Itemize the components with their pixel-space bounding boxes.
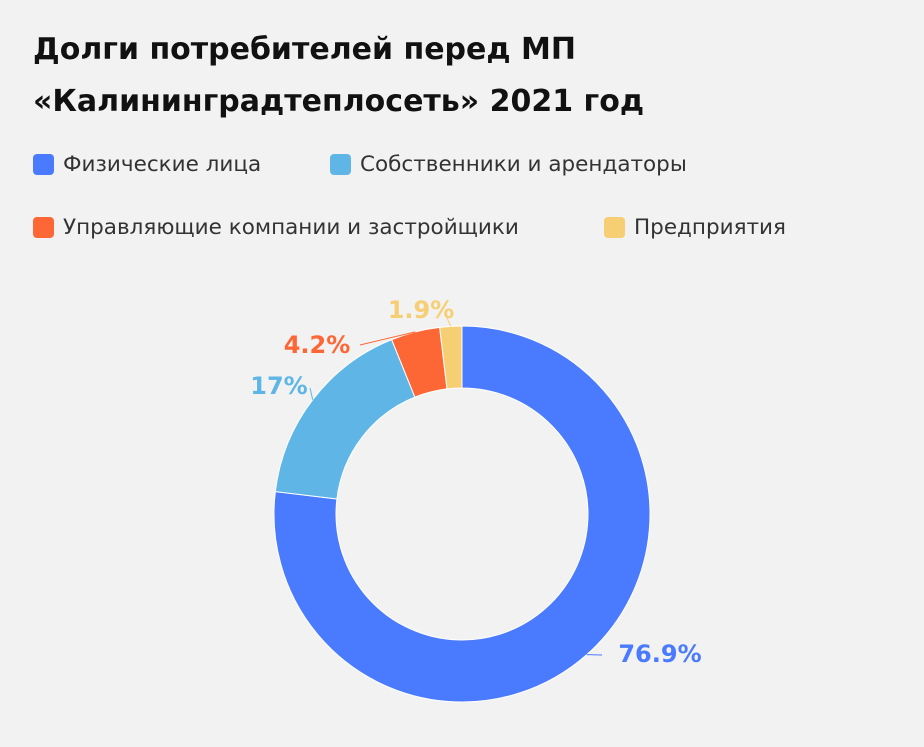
legend-label-enterprises: Предприятия (634, 214, 786, 240)
data-label-owners-tenants: 17% (250, 372, 307, 400)
legend-label-management-companies: Управляющие компании и застройщики (63, 214, 519, 240)
legend-item-owners-tenants: Собственники и арендаторы (330, 149, 687, 179)
legend-item-management-companies: Управляющие компании и застройщики (33, 212, 519, 242)
chart-title: Долги потребителей перед МП «Калининград… (33, 24, 893, 128)
legend-swatch-owners-tenants (330, 153, 351, 175)
donut-slice-individuals (273, 325, 651, 703)
chart-title-line-2: «Калининградтеплосеть» 2021 год (33, 84, 645, 119)
legend-swatch-individuals (33, 153, 54, 175)
legend-swatch-enterprises (604, 216, 625, 238)
chart-title-line-1: Долги потребителей перед МП (33, 32, 577, 67)
data-label-individuals: 76.9% (618, 640, 701, 668)
legend-label-individuals: Физические лица (63, 151, 262, 177)
data-label-management-companies: 4.2% (284, 331, 351, 359)
legend-item-individuals: Физические лица (33, 149, 261, 179)
legend-item-enterprises: Предприятия (604, 212, 786, 242)
leader-line-owners-tenants (309, 387, 314, 400)
legend-swatch-management-companies (33, 216, 54, 238)
donut-slice-owners-tenants (274, 338, 416, 500)
legend-label-owners-tenants: Собственники и арендаторы (360, 151, 687, 177)
leader-line-enterprises (446, 317, 452, 327)
leader-line-management-companies (359, 331, 416, 346)
data-label-enterprises: 1.9% (388, 296, 455, 324)
donut-slice-enterprises (439, 325, 463, 390)
